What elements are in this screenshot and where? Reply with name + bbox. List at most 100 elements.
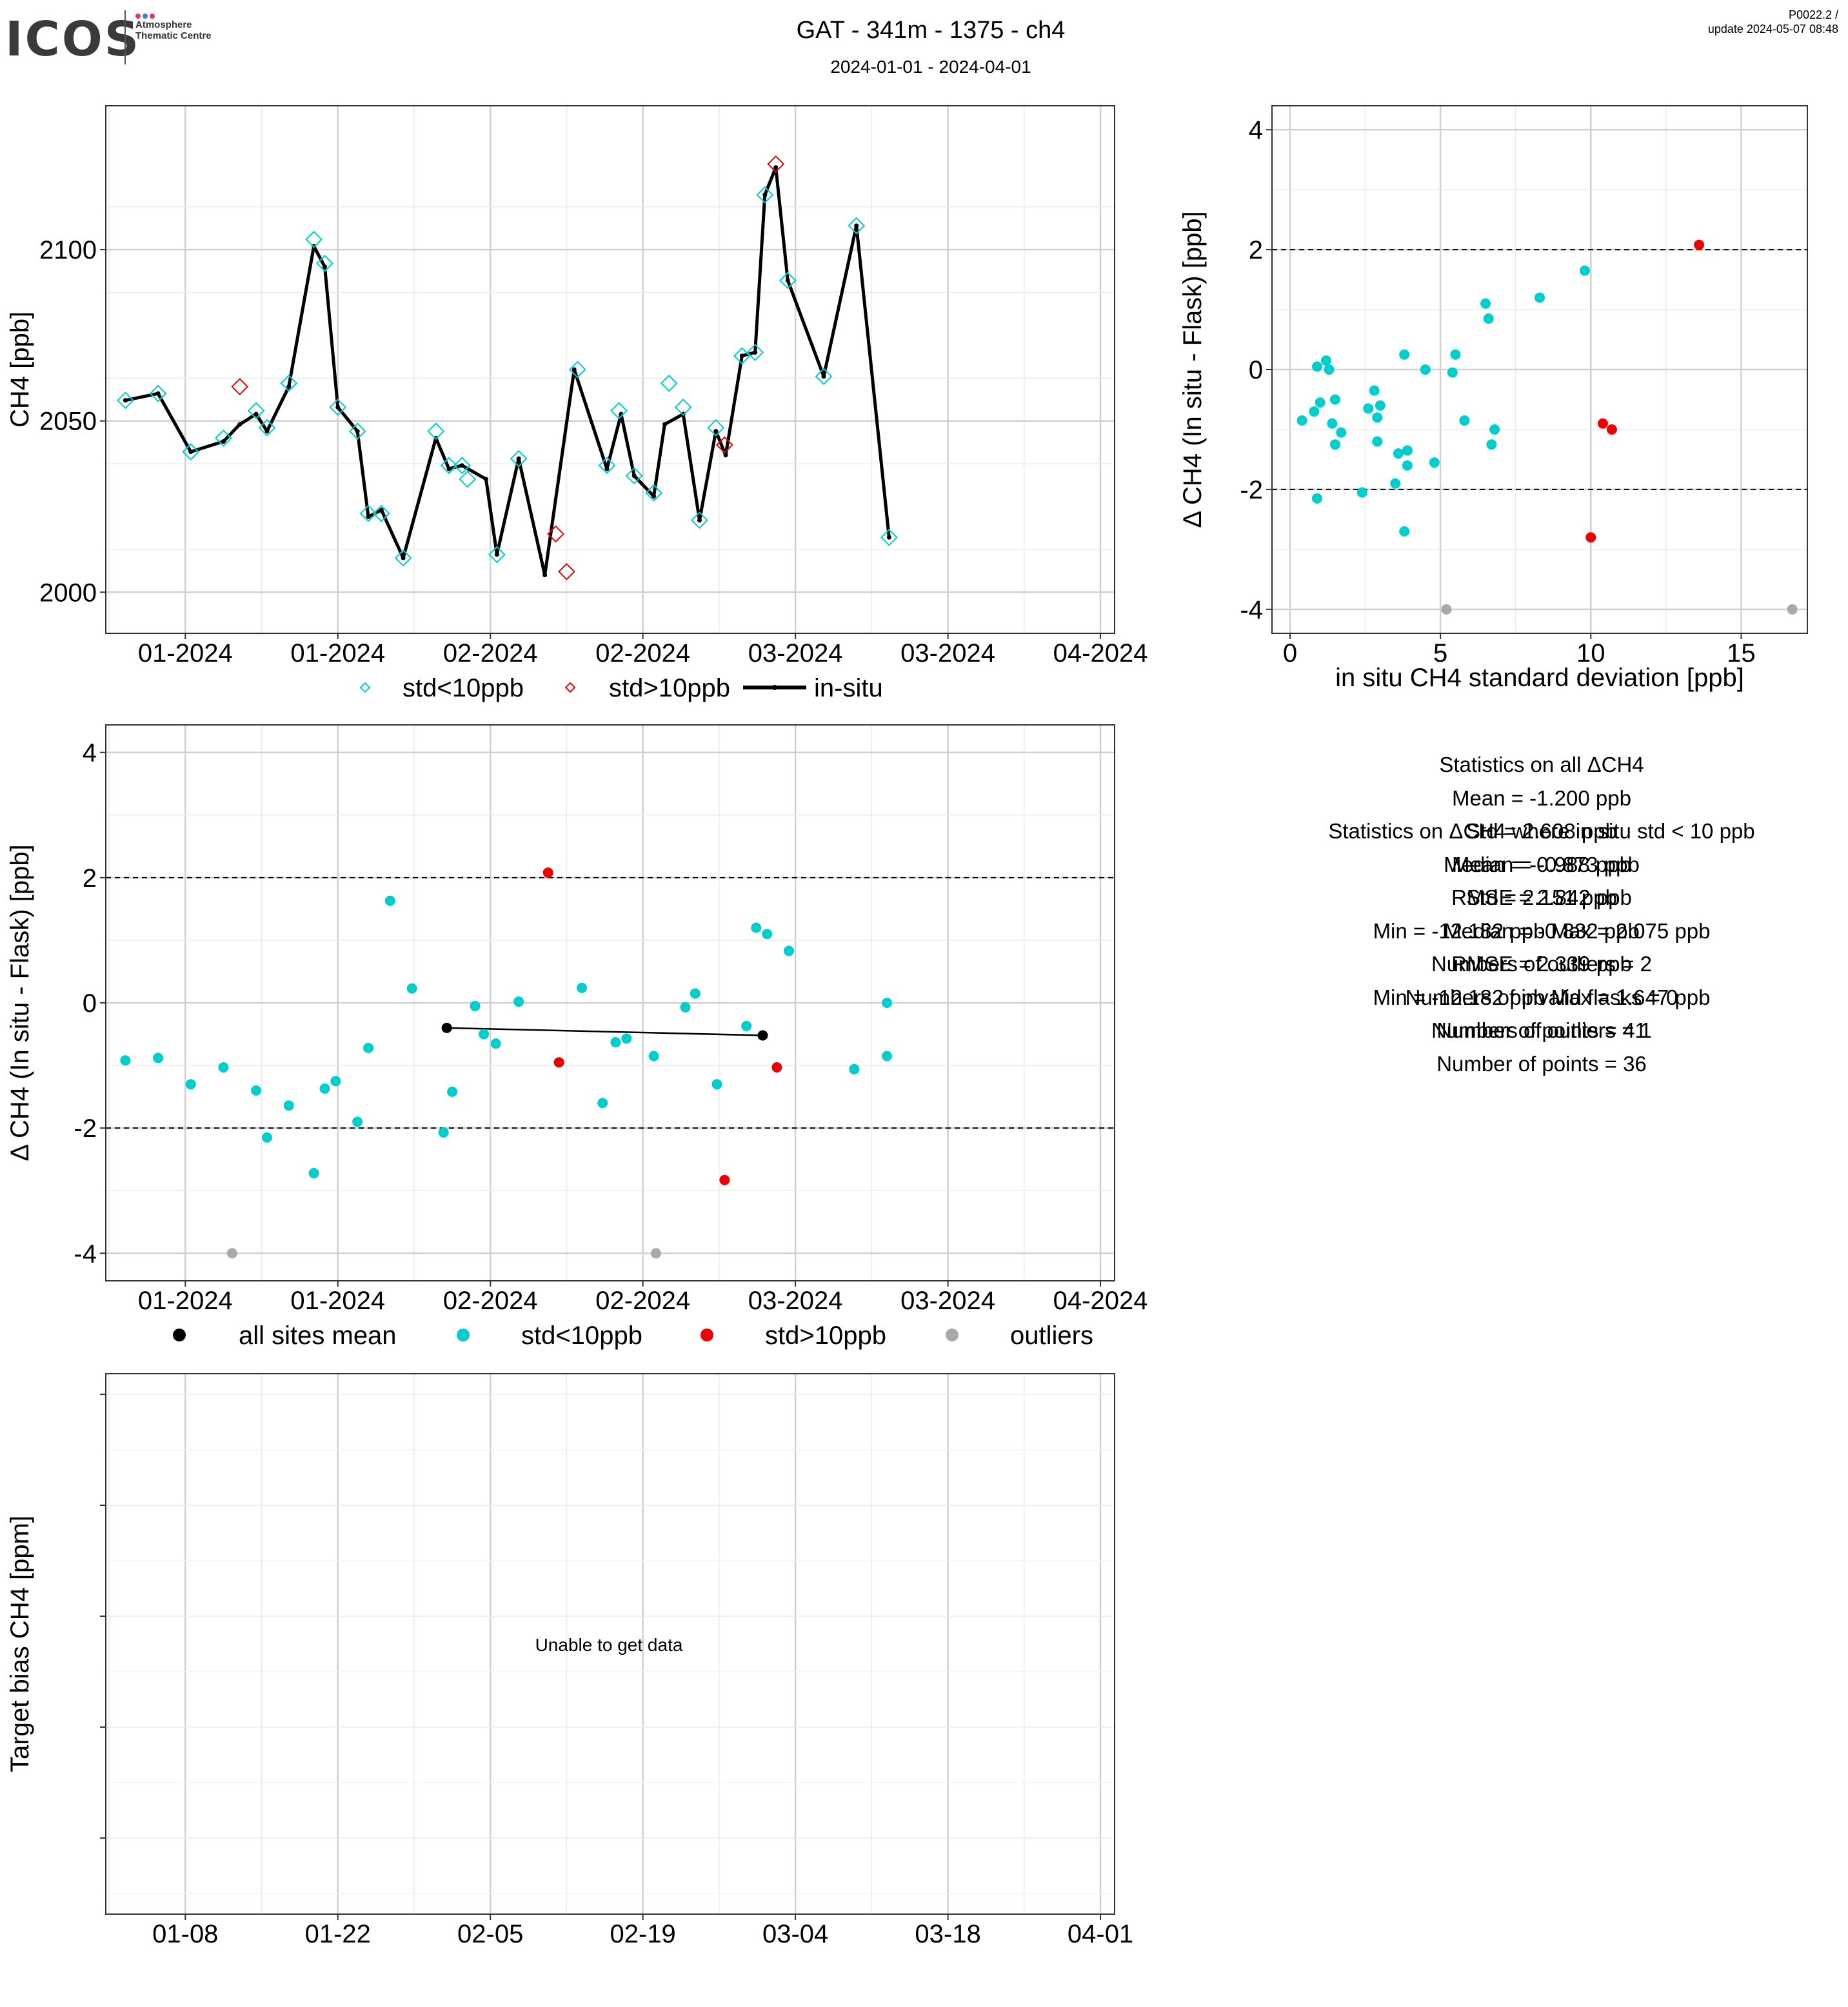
logo-dot — [150, 14, 155, 19]
stats-line: Min = -12.182 ppb Max = 1.647 ppb — [1373, 985, 1711, 1009]
delta-timeseries-x-tick-label: 04-2024 — [1053, 1287, 1148, 1315]
point-std-lt10 — [283, 1100, 294, 1111]
timeseries-x-tick-label: 02-2024 — [443, 639, 538, 667]
point-std-lt10 — [308, 1168, 319, 1179]
point-std-lt10 — [783, 945, 794, 956]
flask-std-lt10-marker — [510, 450, 528, 468]
flask-std-lt10-marker — [359, 504, 377, 522]
point-outlier — [1787, 604, 1798, 615]
flask-std-lt10-marker — [116, 391, 134, 410]
point-std-lt10 — [251, 1085, 262, 1096]
delta-timeseries-y-tick-label: 2 — [83, 864, 97, 893]
stats-line: Mean = -1.200 ppb — [1452, 786, 1631, 810]
flask-std-lt10-marker — [848, 217, 866, 235]
delta-timeseries-x-tick-label: 01-2024 — [138, 1287, 233, 1315]
date-range: 2024-01-01 - 2024-04-01 — [830, 57, 1031, 77]
point-std-gt10 — [719, 1174, 730, 1185]
legend-in-situ-dot — [772, 685, 777, 690]
flask-std-lt10-marker — [488, 546, 506, 564]
point-std-lt10 — [1311, 361, 1322, 372]
point-all-sites-mean — [441, 1022, 452, 1033]
point-std-lt10 — [1489, 424, 1500, 435]
flask-std-lt10-marker — [707, 419, 725, 437]
flask-std-lt10-marker — [247, 402, 265, 420]
point-std-lt10 — [1297, 415, 1307, 426]
timeseries-bg — [106, 106, 1115, 633]
point-std-lt10 — [751, 922, 762, 933]
timeseries-border — [105, 105, 1115, 634]
flask-std-lt10-marker — [756, 186, 774, 204]
target-bias-x-tick-label: 03-04 — [762, 1920, 828, 1948]
stats-line: Mean = -0.988 ppb — [1452, 852, 1631, 876]
point-std-lt10 — [1483, 313, 1494, 324]
stats-line: Min = -12.182 ppb Max = 2.075 ppb — [1373, 918, 1711, 943]
point-std-lt10 — [1480, 298, 1491, 309]
stats-line: Number of points = 36 — [1436, 1051, 1647, 1076]
point-std-lt10 — [319, 1083, 330, 1094]
flask-std-lt10-marker — [372, 504, 390, 522]
point-std-gt10 — [771, 1062, 782, 1073]
point-std-lt10 — [1363, 403, 1374, 414]
flask-std-lt10-marker — [280, 374, 298, 392]
point-std-lt10 — [218, 1062, 229, 1073]
point-std-gt10 — [542, 867, 553, 878]
delta-timeseries-y-tick-label: -4 — [74, 1240, 97, 1268]
page-title: GAT - 341m - 1375 - ch4 — [796, 17, 1066, 44]
flask-std-gt10-marker — [231, 378, 249, 395]
legend-std-lt10-icon — [359, 682, 371, 693]
in-situ-point — [401, 555, 406, 560]
stats-line: RMSE = 2.842 ppb — [1451, 885, 1632, 909]
timeseries-x-tick-label: 03-2024 — [900, 639, 995, 667]
point-outlier — [1441, 604, 1452, 615]
in-situ-point — [446, 466, 452, 471]
point-std-lt10 — [185, 1079, 196, 1090]
in-situ-point — [762, 192, 768, 197]
legend-all-sites-mean-label: all sites mean — [239, 1321, 397, 1350]
in-situ-point — [155, 391, 161, 396]
delta-vs-std-y-label: Δ CH4 (In situ - Flask) [ppb] — [1178, 211, 1207, 528]
point-std-lt10 — [1369, 385, 1380, 396]
delta-vs-std-y-tick-label: -4 — [1240, 596, 1263, 624]
delta-vs-std-border — [1271, 105, 1808, 634]
point-std-lt10 — [1311, 493, 1322, 504]
flask-std-gt10-marker — [715, 436, 733, 454]
legend-outliers-label: outliers — [1010, 1321, 1093, 1350]
timeseries-x-tick-label: 03-2024 — [748, 639, 843, 667]
flask-std-lt10-marker — [733, 347, 751, 365]
in-situ-point — [773, 165, 779, 170]
point-std-lt10 — [1356, 487, 1367, 498]
stats-line: Number of points = 41 — [1436, 1018, 1647, 1042]
point-std-lt10 — [1402, 460, 1413, 471]
in-situ-point — [886, 535, 891, 540]
delta-timeseries-y-label: Δ CH4 (In situ - Flask) [ppb] — [6, 844, 34, 1161]
version-info: P0022.2 / update 2024-05-07 08:48 — [1451, 8, 1838, 36]
point-std-lt10 — [1450, 349, 1461, 360]
point-std-lt10 — [1327, 418, 1338, 429]
logo-subtitle: Atmosphere Thematic Centre — [135, 19, 212, 41]
point-std-lt10 — [438, 1127, 449, 1138]
stats-line: Std = 2.151 ppb — [1466, 885, 1617, 909]
legend-std-gt10-label: std>10ppb — [609, 674, 730, 702]
logo-text: ICOS — [5, 12, 141, 67]
flask-std-lt10-marker — [329, 399, 347, 416]
delta-timeseries-x-tick-label: 01-2024 — [290, 1287, 385, 1315]
point-std-lt10 — [384, 895, 395, 906]
point-std-lt10 — [1535, 292, 1545, 303]
stats-heading: Statistics on all ΔCH4 — [1439, 753, 1644, 776]
delta-timeseries-x-tick-label: 03-2024 — [748, 1287, 843, 1315]
flask-std-lt10-marker — [149, 384, 167, 402]
flask-std-gt10-marker — [558, 562, 575, 580]
delta-timeseries-y-tick-label: 0 — [83, 989, 97, 1018]
statistics-panel: Statistics on all ΔCH4 Mean = -1.200 ppb S… — [1277, 748, 1806, 1076]
in-situ-point — [854, 223, 859, 228]
in-situ-point — [662, 422, 667, 427]
delta-vs-std-x-tick-label: 5 — [1433, 639, 1447, 667]
point-std-gt10 — [1694, 239, 1705, 250]
stats-line: Median = -0.873 ppb — [1444, 852, 1640, 876]
flask-std-lt10-marker — [453, 457, 471, 475]
in-situ-point — [697, 518, 702, 523]
point-std-lt10 — [1336, 427, 1347, 438]
legend-all-sites-mean-icon — [173, 1329, 186, 1341]
point-std-lt10 — [261, 1132, 272, 1143]
point-std-lt10 — [470, 1000, 481, 1011]
